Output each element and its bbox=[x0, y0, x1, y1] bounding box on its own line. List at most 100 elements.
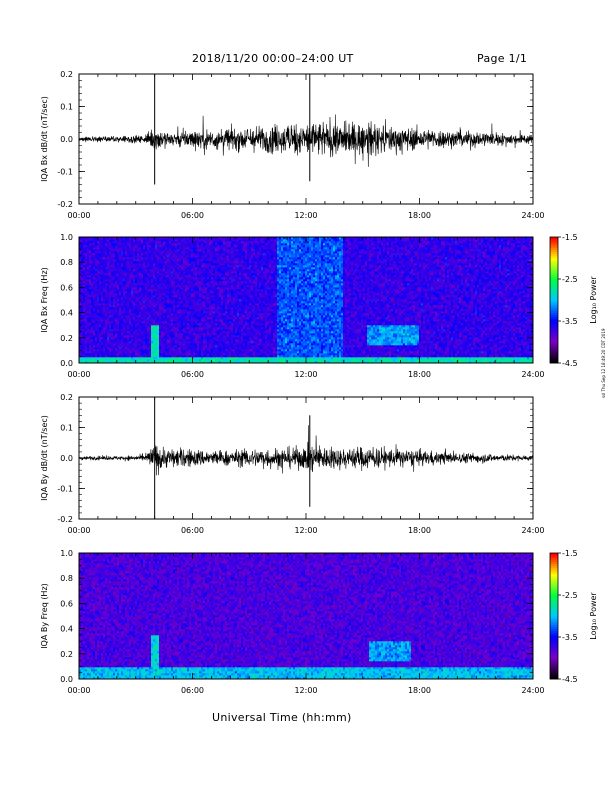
spectrogram-cell bbox=[353, 357, 355, 359]
spectrogram-cell bbox=[309, 353, 311, 355]
spectrogram-cell bbox=[427, 357, 429, 359]
spectrogram-cell bbox=[189, 353, 191, 355]
spectrogram-cell bbox=[203, 357, 205, 359]
spectrogram-cell bbox=[189, 359, 191, 361]
spectrogram-cell bbox=[247, 353, 249, 355]
spectrogram-cell bbox=[485, 353, 487, 355]
spectrogram-cell bbox=[319, 357, 321, 359]
spectrogram-cell bbox=[361, 353, 363, 355]
spectrogram-cell bbox=[263, 359, 265, 361]
spectrogram-cell bbox=[277, 357, 279, 359]
spectrogram-cell bbox=[291, 359, 293, 361]
spectrogram-cell bbox=[131, 357, 133, 359]
spectrogram-cell bbox=[483, 353, 485, 355]
spectrogram-cell bbox=[325, 357, 327, 359]
spectrogram-cell bbox=[339, 359, 341, 361]
spectrogram-cell bbox=[397, 357, 399, 359]
spectrogram-cell bbox=[281, 355, 283, 357]
spectrogram-cell bbox=[231, 355, 233, 357]
spectrogram-cell bbox=[387, 355, 389, 357]
spectrogram-cell bbox=[151, 355, 153, 357]
spectrogram-cell bbox=[399, 355, 401, 357]
spectrogram-cell bbox=[265, 355, 267, 357]
spectrogram-cell bbox=[133, 359, 135, 361]
spectrogram-cell bbox=[423, 357, 425, 359]
spectrogram-cell bbox=[445, 355, 447, 357]
spectrogram-cell bbox=[421, 353, 423, 355]
spectrogram-cell bbox=[459, 353, 461, 355]
spectrogram-cell bbox=[181, 353, 183, 355]
spectrogram-cell bbox=[219, 359, 221, 361]
spectrogram-cell bbox=[341, 357, 343, 359]
spectrogram-cell bbox=[523, 355, 525, 357]
spectrogram-cell bbox=[399, 353, 401, 355]
spectrogram-cell bbox=[325, 359, 327, 361]
spectrogram-cell bbox=[201, 353, 203, 355]
spectrogram-cell bbox=[217, 353, 219, 355]
spectrogram-cell bbox=[147, 357, 149, 359]
spectrogram-cell bbox=[415, 359, 417, 361]
spectrogram-cell bbox=[349, 355, 351, 357]
spectrogram-cell bbox=[237, 353, 239, 355]
spectrogram-cell bbox=[103, 357, 105, 359]
spectrogram-cell bbox=[417, 357, 419, 359]
spectrogram-cell bbox=[283, 359, 285, 361]
spectrogram-cell bbox=[423, 355, 425, 357]
spectrogram-cell bbox=[231, 359, 233, 361]
spectrogram-cell bbox=[209, 357, 211, 359]
spectrogram-cell bbox=[185, 357, 187, 359]
spectrogram-cell bbox=[351, 355, 353, 357]
spectrogram-cell bbox=[231, 357, 233, 359]
x-tick-label: 00:00 bbox=[67, 211, 90, 220]
spectrogram-cell bbox=[299, 353, 301, 355]
spectrogram-cell bbox=[141, 353, 143, 355]
spectrogram-cell bbox=[129, 355, 131, 357]
spectrogram-cell bbox=[445, 359, 447, 361]
spectrogram-cell bbox=[189, 355, 191, 357]
spectrogram-cell bbox=[329, 357, 331, 359]
spectrogram-cell bbox=[403, 357, 405, 359]
spectrogram-cell bbox=[95, 359, 97, 361]
spectrogram-cell bbox=[287, 353, 289, 355]
spectrogram-cell bbox=[425, 355, 427, 357]
spectrogram-cell bbox=[101, 359, 103, 361]
spectrogram-cell bbox=[387, 357, 389, 359]
spectrogram-cell bbox=[343, 355, 345, 357]
spectrogram-cell bbox=[375, 357, 377, 359]
spectrogram-cell bbox=[405, 355, 407, 357]
spectrogram-cell bbox=[103, 359, 105, 361]
spectrogram-cell bbox=[419, 353, 421, 355]
spectrogram-cell bbox=[183, 357, 185, 359]
spectrogram-cell bbox=[147, 359, 149, 361]
spectrogram-cell bbox=[483, 359, 485, 361]
spectrogram-cell bbox=[473, 353, 475, 355]
spectrogram-cell bbox=[377, 353, 379, 355]
spectrogram-cell bbox=[383, 359, 385, 361]
spectrogram-cell bbox=[387, 353, 389, 355]
spectrogram-cell bbox=[309, 359, 311, 361]
spectrogram-cell bbox=[199, 357, 201, 359]
spectrogram-cell bbox=[389, 353, 391, 355]
spectrogram-cell bbox=[467, 353, 469, 355]
spectrogram-cell bbox=[473, 355, 475, 357]
spectrogram-cell bbox=[297, 359, 299, 361]
spectrogram-cell bbox=[165, 355, 167, 357]
spectrogram-cell bbox=[345, 357, 347, 359]
spectrogram-cell bbox=[157, 355, 159, 357]
spectrogram-cell bbox=[187, 357, 189, 359]
spectrogram-cell bbox=[269, 359, 271, 361]
spectrogram-cell bbox=[431, 355, 433, 357]
spectrogram-cell bbox=[447, 357, 449, 359]
spectrogram-cell bbox=[269, 355, 271, 357]
spectrogram-cell bbox=[253, 359, 255, 361]
spectrogram-cell bbox=[291, 353, 293, 355]
spectrogram-cell bbox=[217, 355, 219, 357]
spectrogram-cell bbox=[175, 359, 177, 361]
spectrogram-cell bbox=[101, 353, 103, 355]
spectrogram-cell bbox=[121, 357, 123, 359]
spectrogram-cell bbox=[471, 353, 473, 355]
spectrogram-cell bbox=[267, 353, 269, 355]
spectrogram-cell bbox=[137, 357, 139, 359]
spectrogram-cell bbox=[413, 355, 415, 357]
spectrogram-cell bbox=[449, 355, 451, 357]
